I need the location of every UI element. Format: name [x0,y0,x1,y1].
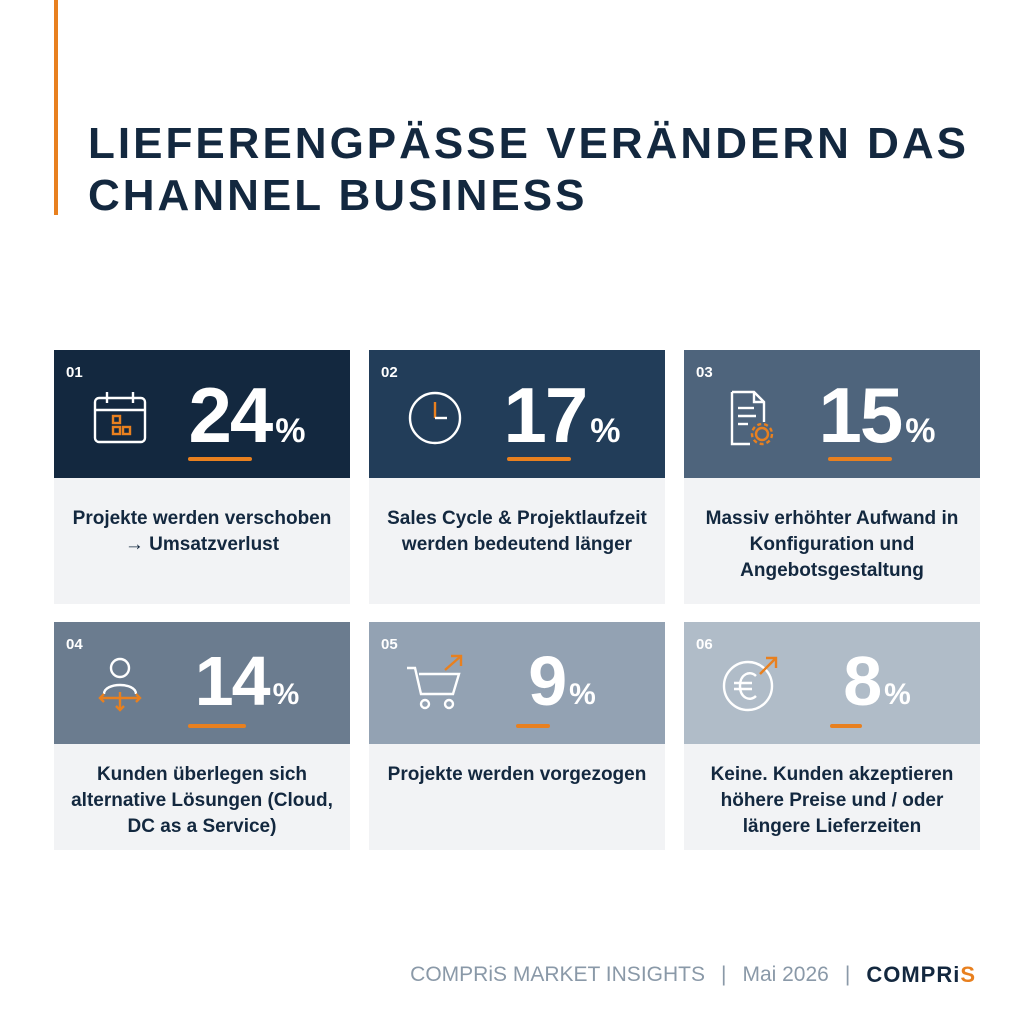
card-number: 06 [696,636,713,653]
stat-card-2: 02 17 % Sales Cycle & Projektlaufzeit we… [369,350,665,604]
stat-display: 14 % [54,646,350,716]
card-number: 05 [381,636,398,653]
stat-underline [828,457,892,461]
card-description: Massiv erhöhter Aufwand in Konfiguration… [684,478,980,604]
compris-logo: COMPRiS [866,962,976,988]
stat-card-6: 06 8 % Keine. Kunden akzeptieren höhere … [684,622,980,850]
card-header: 05 9 % [369,622,665,744]
stat-display: 8 % [684,646,980,716]
card-description: Projekte werden vorgezogen [369,744,665,850]
stat-value: 15 [818,371,904,459]
stat-unit: % [884,678,911,711]
logo-text: COMPRi [866,962,961,987]
calendar-icon [90,388,150,448]
card-number: 04 [66,636,83,653]
card-number: 01 [66,364,83,381]
stat-unit: % [905,412,936,450]
footer-date: Mai 2026 [742,963,829,986]
card-header: 02 17 % [369,350,665,478]
footer-insights: COMPRiS MARKET INSIGHTS [410,963,705,986]
person-arrows-icon [90,654,150,714]
document-gear-icon [720,388,780,448]
stat-underline [507,457,571,461]
stat-card-5: 05 9 % Projekte werden vorgezogen [369,622,665,850]
card-description: Keine. Kunden akzeptieren höhere Preise … [684,744,980,850]
card-header: 03 15 % [684,350,980,478]
stat-underline [188,724,246,728]
stat-unit: % [272,678,300,711]
stat-underline [188,457,252,461]
stat-value: 24 [188,371,274,459]
card-header: 04 14 % [54,622,350,744]
euro-arrow-icon [720,654,780,714]
stat-unit: % [569,678,596,711]
stats-grid: 01 24 % Projekte werden verschoben → Ums… [54,350,980,850]
card-description: Sales Cycle & Projektlaufzeit werden bed… [369,478,665,604]
stat-display: 9 % [369,646,665,716]
stat-value: 9 [528,642,567,720]
card-description: Kunden überlegen sich alternative Lösung… [54,744,350,850]
stat-card-3: 03 15 % Massiv erhöhter Aufwand in [684,350,980,604]
accent-bar [54,0,58,215]
stat-card-1: 01 24 % Projekte werden verschoben → Ums… [54,350,350,604]
stat-display: 24 % [54,376,350,454]
footer: COMPRiS MARKET INSIGHTS | Mai 2026 | COM… [410,962,976,988]
stat-unit: % [590,412,621,450]
stat-value: 14 [194,642,271,720]
card-number: 02 [381,364,398,381]
stat-card-4: 04 14 % Kunden überlegen sich alte [54,622,350,850]
footer-separator: | [720,963,727,986]
page-title: LIEFERENGPÄSSE VERÄNDERN DAS CHANNEL BUS… [88,119,970,220]
stat-display: 15 % [684,376,980,454]
stat-display: 17 % [369,376,665,454]
card-header: 01 24 % [54,350,350,478]
stat-underline [516,724,550,728]
stat-value: 17 [503,371,589,459]
logo-text-accent: S [960,962,976,987]
footer-separator: | [844,963,851,986]
stat-value: 8 [843,642,882,720]
cart-arrow-icon [405,654,465,714]
card-number: 03 [696,364,713,381]
stat-underline [830,724,862,728]
clock-icon [405,388,465,448]
card-description: Projekte werden verschoben → Umsatzverlu… [54,478,350,604]
stat-unit: % [275,412,306,450]
card-header: 06 8 % [684,622,980,744]
